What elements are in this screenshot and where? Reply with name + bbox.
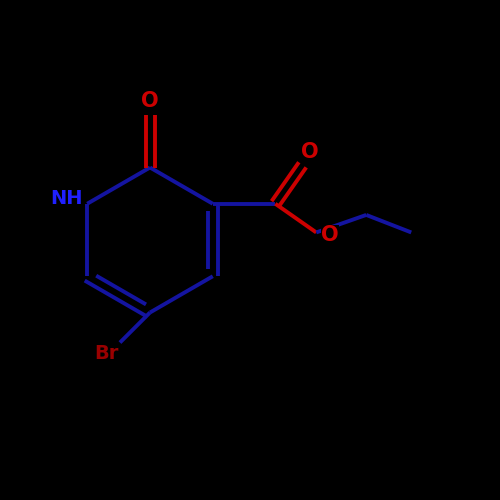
Text: O: O xyxy=(301,142,319,163)
Text: NH: NH xyxy=(50,189,82,208)
Text: O: O xyxy=(322,225,339,245)
Text: Br: Br xyxy=(94,344,118,363)
Text: O: O xyxy=(141,91,159,111)
